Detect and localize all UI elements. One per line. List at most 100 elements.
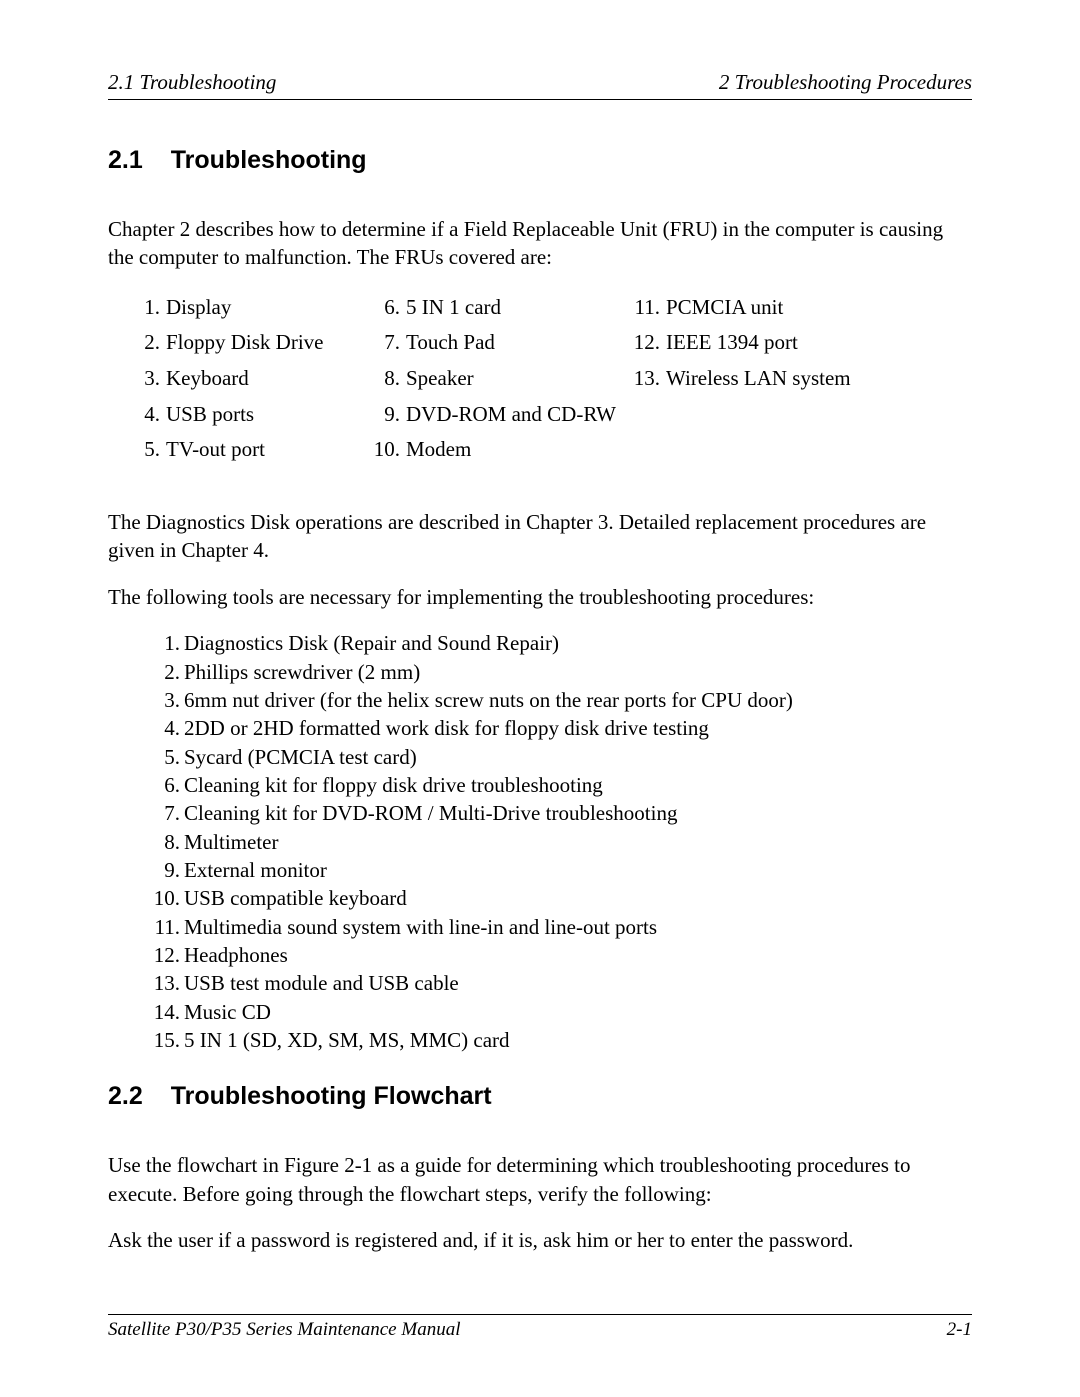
list-number: 12. bbox=[150, 941, 180, 969]
list-item-text: 6mm nut driver (for the helix screw nuts… bbox=[180, 686, 793, 714]
tools-item: 1.Diagnostics Disk (Repair and Sound Rep… bbox=[150, 629, 972, 657]
tools-item: 10.USB compatible keyboard bbox=[150, 884, 972, 912]
list-number: 6. bbox=[150, 771, 180, 799]
list-number: 11. bbox=[628, 290, 660, 326]
list-number: 4. bbox=[150, 714, 180, 742]
tools-item: 5.Sycard (PCMCIA test card) bbox=[150, 743, 972, 771]
list-item-text: DVD-ROM and CD-RW bbox=[400, 397, 616, 433]
fru-cell: 4.USB ports bbox=[128, 397, 368, 433]
fru-cell: 2.Floppy Disk Drive bbox=[128, 325, 368, 361]
list-number: 9. bbox=[368, 397, 400, 433]
list-item-text: External monitor bbox=[180, 856, 327, 884]
list-number: 3. bbox=[128, 361, 160, 397]
document-page: 2.1 Troubleshooting 2 Troubleshooting Pr… bbox=[0, 0, 1080, 1397]
list-number: 2. bbox=[128, 325, 160, 361]
footer-left: Satellite P30/P35 Series Maintenance Man… bbox=[108, 1319, 460, 1341]
fru-cell: 8.Speaker bbox=[368, 361, 628, 397]
list-number: 4. bbox=[128, 397, 160, 433]
list-number: 8. bbox=[150, 828, 180, 856]
fru-cell: 7.Touch Pad bbox=[368, 325, 628, 361]
fru-cell: 9.DVD-ROM and CD-RW bbox=[368, 397, 628, 433]
fru-cell: 13.Wireless LAN system bbox=[628, 361, 851, 397]
list-number: 13. bbox=[628, 361, 660, 397]
fru-cell: 11.PCMCIA unit bbox=[628, 290, 783, 326]
tools-item: 9.External monitor bbox=[150, 856, 972, 884]
section-heading-2-2: 2.2 Troubleshooting Flowchart bbox=[108, 1082, 972, 1111]
fru-cell: 10.Modem bbox=[368, 432, 628, 468]
list-item-text: Wireless LAN system bbox=[660, 361, 851, 397]
list-item-text: Display bbox=[160, 290, 231, 326]
tools-item: 14.Music CD bbox=[150, 998, 972, 1026]
list-number: 11. bbox=[150, 913, 180, 941]
list-item-text: USB compatible keyboard bbox=[180, 884, 407, 912]
tools-item: 11.Multimedia sound system with line-in … bbox=[150, 913, 972, 941]
tools-item: 15.5 IN 1 (SD, XD, SM, MS, MMC) card bbox=[150, 1026, 972, 1054]
list-item-text: Sycard (PCMCIA test card) bbox=[180, 743, 417, 771]
intro-paragraph: Chapter 2 describes how to determine if … bbox=[108, 215, 972, 272]
list-item-text: Multimeter bbox=[180, 828, 278, 856]
list-item-text: Multimedia sound system with line-in and… bbox=[180, 913, 657, 941]
list-item-text: Modem bbox=[400, 432, 471, 468]
tools-item: 8.Multimeter bbox=[150, 828, 972, 856]
tools-item: 4.2DD or 2HD formatted work disk for flo… bbox=[150, 714, 972, 742]
list-number: 2. bbox=[150, 658, 180, 686]
list-item-text: PCMCIA unit bbox=[660, 290, 783, 326]
tools-list: 1.Diagnostics Disk (Repair and Sound Rep… bbox=[150, 629, 972, 1054]
tools-item: 2.Phillips screwdriver (2 mm) bbox=[150, 658, 972, 686]
list-item-text: Headphones bbox=[180, 941, 288, 969]
tools-item: 7.Cleaning kit for DVD-ROM / Multi-Drive… bbox=[150, 799, 972, 827]
list-item-text: USB test module and USB cable bbox=[180, 969, 459, 997]
list-item-text: Cleaning kit for DVD-ROM / Multi-Drive t… bbox=[180, 799, 677, 827]
section-heading-2-1: 2.1 Troubleshooting bbox=[108, 146, 972, 175]
tools-item: 12.Headphones bbox=[150, 941, 972, 969]
list-item-text: Touch Pad bbox=[400, 325, 495, 361]
fru-row: 5.TV-out port10.Modem bbox=[128, 432, 972, 468]
list-number: 1. bbox=[150, 629, 180, 657]
fru-row: 2.Floppy Disk Drive7.Touch Pad12.IEEE 13… bbox=[128, 325, 972, 361]
list-item-text: Speaker bbox=[400, 361, 474, 397]
body-paragraph: Ask the user if a password is registered… bbox=[108, 1226, 972, 1254]
list-item-text: 2DD or 2HD formatted work disk for flopp… bbox=[180, 714, 709, 742]
fru-cell: 12.IEEE 1394 port bbox=[628, 325, 798, 361]
body-paragraph: The Diagnostics Disk operations are desc… bbox=[108, 508, 972, 565]
list-item-text: 5 IN 1 (SD, XD, SM, MS, MMC) card bbox=[180, 1026, 510, 1054]
tools-item: 13.USB test module and USB cable bbox=[150, 969, 972, 997]
section-title: Troubleshooting bbox=[171, 146, 367, 174]
list-number: 9. bbox=[150, 856, 180, 884]
list-item-text: USB ports bbox=[160, 397, 254, 433]
fru-row: 3.Keyboard8.Speaker13.Wireless LAN syste… bbox=[128, 361, 972, 397]
fru-cell: 6.5 IN 1 card bbox=[368, 290, 628, 326]
footer-right: 2-1 bbox=[947, 1319, 972, 1341]
list-number: 8. bbox=[368, 361, 400, 397]
section-title: Troubleshooting Flowchart bbox=[171, 1082, 492, 1110]
header-right: 2 Troubleshooting Procedures bbox=[719, 70, 972, 95]
list-item-text: Floppy Disk Drive bbox=[160, 325, 324, 361]
fru-row: 1.Display6.5 IN 1 card11.PCMCIA unit bbox=[128, 290, 972, 326]
fru-list-table: 1.Display6.5 IN 1 card11.PCMCIA unit2.Fl… bbox=[128, 290, 972, 468]
list-item-text: TV-out port bbox=[160, 432, 265, 468]
header-left: 2.1 Troubleshooting bbox=[108, 70, 276, 95]
list-number: 12. bbox=[628, 325, 660, 361]
list-number: 5. bbox=[150, 743, 180, 771]
body-paragraph: The following tools are necessary for im… bbox=[108, 583, 972, 611]
running-footer: Satellite P30/P35 Series Maintenance Man… bbox=[108, 1314, 972, 1341]
list-number: 15. bbox=[150, 1026, 180, 1054]
section-number: 2.2 bbox=[108, 1082, 143, 1111]
tools-item: 3.6mm nut driver (for the helix screw nu… bbox=[150, 686, 972, 714]
fru-cell: 3.Keyboard bbox=[128, 361, 368, 397]
tools-item: 6.Cleaning kit for floppy disk drive tro… bbox=[150, 771, 972, 799]
list-number: 10. bbox=[150, 884, 180, 912]
list-number: 7. bbox=[368, 325, 400, 361]
fru-row: 4.USB ports9.DVD-ROM and CD-RW bbox=[128, 397, 972, 433]
list-number: 6. bbox=[368, 290, 400, 326]
list-item-text: Cleaning kit for floppy disk drive troub… bbox=[180, 771, 603, 799]
fru-cell: 5.TV-out port bbox=[128, 432, 368, 468]
list-number: 3. bbox=[150, 686, 180, 714]
list-number: 5. bbox=[128, 432, 160, 468]
list-item-text: Diagnostics Disk (Repair and Sound Repai… bbox=[180, 629, 559, 657]
list-number: 14. bbox=[150, 998, 180, 1026]
body-paragraph: Use the flowchart in Figure 2-1 as a gui… bbox=[108, 1151, 972, 1208]
list-item-text: IEEE 1394 port bbox=[660, 325, 798, 361]
list-item-text: 5 IN 1 card bbox=[400, 290, 501, 326]
section-number: 2.1 bbox=[108, 146, 143, 175]
